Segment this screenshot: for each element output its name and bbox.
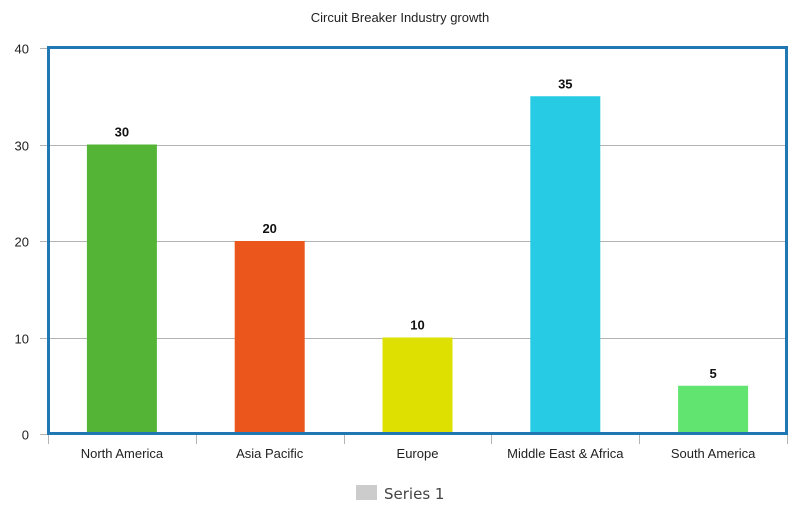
data-label: 20 [262, 221, 276, 236]
chart-title: Circuit Breaker Industry growth [311, 10, 489, 25]
y-tick-label: 30 [15, 139, 29, 154]
x-tick-label: Asia Pacific [236, 446, 304, 461]
legend: Series 1 [356, 485, 444, 503]
bars: 30 20 10 35 5 [86, 76, 749, 434]
x-tick-label: Middle East & Africa [507, 446, 624, 461]
bar [234, 241, 305, 434]
bar [530, 96, 601, 434]
y-tick-label: 10 [15, 332, 29, 347]
y-tick-label: 40 [15, 42, 29, 57]
bar [382, 337, 453, 434]
y-tick-label: 0 [22, 428, 29, 443]
x-tick-label: North America [81, 446, 164, 461]
y-axis: 0 10 20 30 40 [15, 42, 48, 443]
x-axis: North America Asia Pacific Europe Middle Ea… [48, 434, 788, 461]
data-label: 35 [558, 76, 572, 91]
bar [678, 385, 749, 434]
x-tick-label: South America [671, 446, 756, 461]
data-label: 5 [709, 366, 716, 381]
data-label: 10 [410, 318, 424, 333]
legend-swatch [356, 485, 377, 500]
data-label: 30 [115, 125, 129, 140]
plot-frame [47, 46, 788, 435]
legend-label: Series 1 [384, 485, 444, 503]
x-tick-label: Europe [397, 446, 439, 461]
y-tick-label: 20 [15, 235, 29, 250]
bar [86, 144, 157, 434]
